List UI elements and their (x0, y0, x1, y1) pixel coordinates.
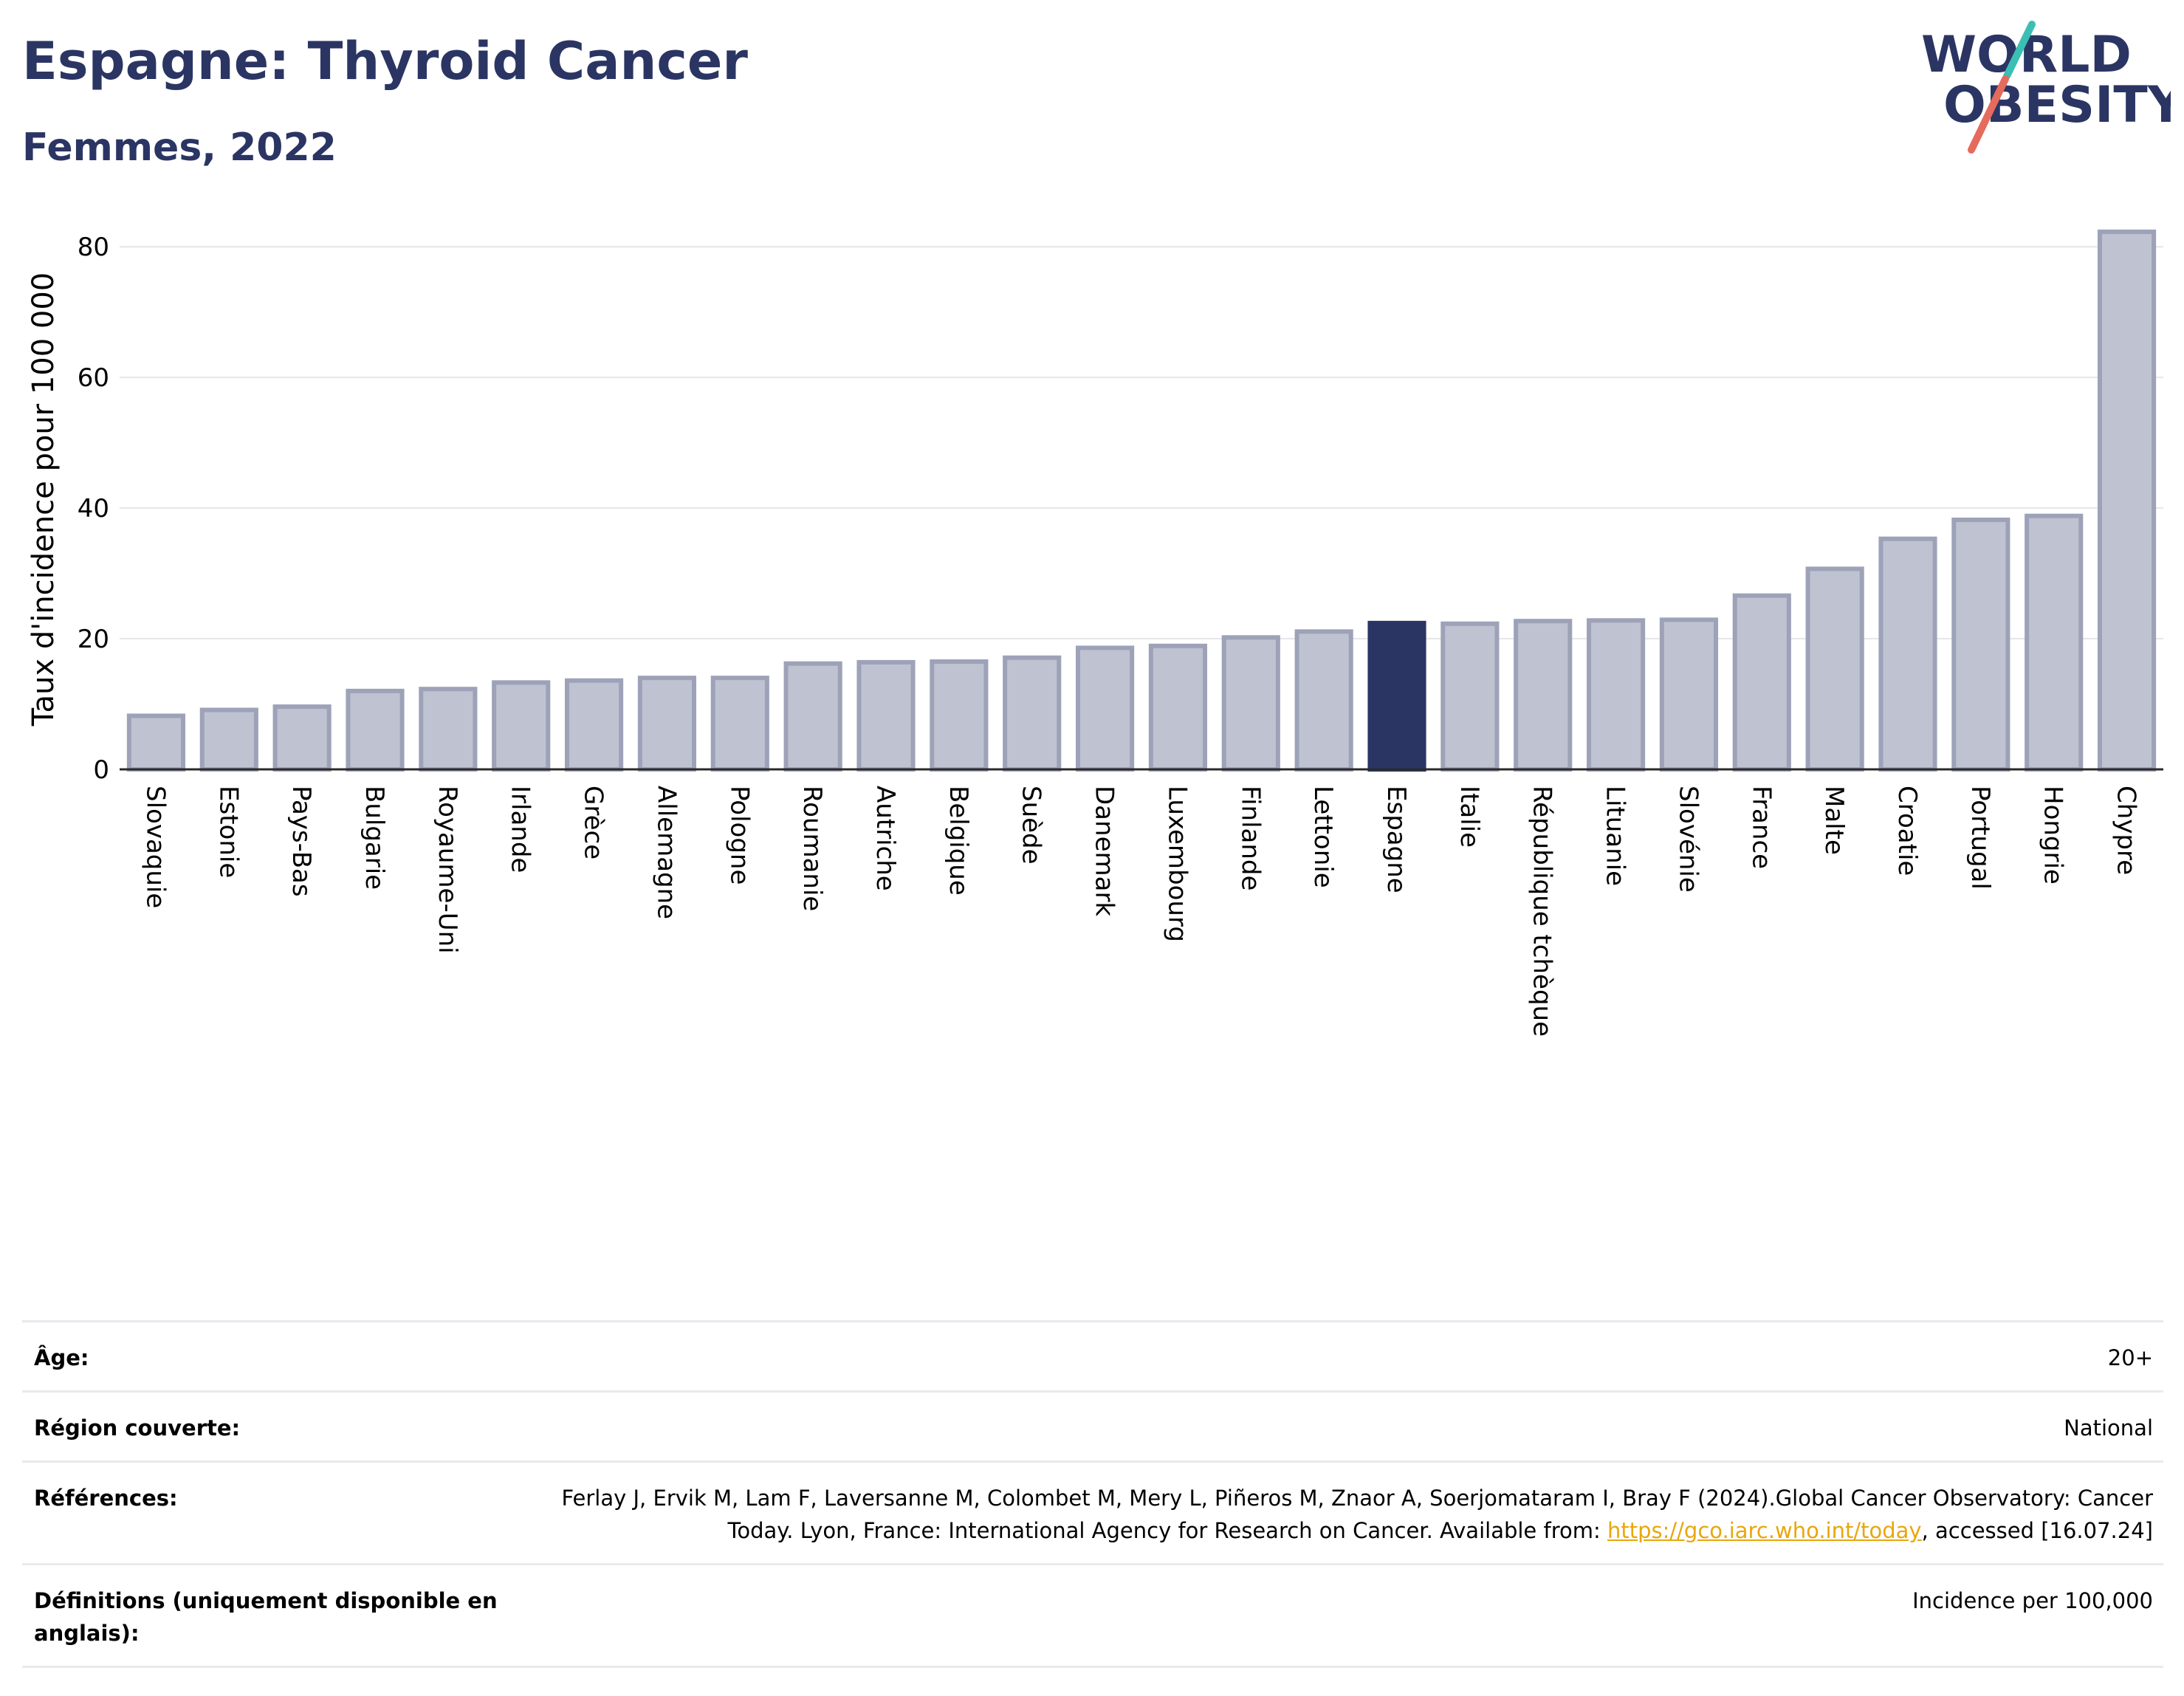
x-category-label: Lituanie (1601, 786, 1630, 886)
x-category-label: Royaume-Uni (433, 786, 462, 954)
meta-row-definitions: Définitions (uniquement disponible en an… (22, 1564, 2163, 1667)
bar (1440, 621, 1500, 772)
x-category-label: Finlande (1235, 786, 1265, 890)
bar (126, 713, 186, 772)
y-axis-title: Taux d'incidence pour 100 000 (27, 272, 61, 727)
meta-value: Ferlay J, Ervik M, Lam F, Laversanne M, … (546, 1462, 2163, 1565)
x-category-label: Slovénie (1673, 786, 1703, 893)
bar (637, 676, 697, 772)
meta-key: Définitions (uniquement disponible en an… (34, 1588, 498, 1646)
bar (856, 659, 916, 772)
meta-row-region: Région couverte: National (22, 1391, 2163, 1462)
x-category-label: Pays-Bas (286, 786, 316, 897)
meta-key: Âge: (34, 1345, 89, 1370)
x-category-label: Danemark (1090, 786, 1119, 916)
x-category-label: Luxembourg (1162, 786, 1192, 942)
bar (272, 704, 332, 772)
x-category-label: Portugal (1965, 786, 1995, 890)
x-category-label: Belgique (944, 786, 973, 896)
reference-suffix: , accessed [16.07.24] (1921, 1518, 2153, 1543)
meta-row-references: Références: Ferlay J, Ervik M, Lam F, La… (22, 1461, 2163, 1565)
x-category-label: Irlande (506, 786, 535, 873)
y-tick-label: 40 (78, 494, 109, 523)
x-category-label: Lettonie (1308, 786, 1338, 888)
bar (419, 687, 478, 772)
metadata-table: Âge: 20+ Région couverte: National Référ… (22, 1320, 2163, 1668)
x-category-label: Malte (1819, 786, 1849, 855)
x-category-label: Chypre (2112, 786, 2141, 875)
bar (1732, 593, 1791, 772)
bar (564, 678, 624, 772)
y-tick-label: 80 (78, 233, 109, 262)
x-category-label: Estonie (213, 786, 243, 878)
reference-link[interactable]: https://gco.iarc.who.int/today (1607, 1518, 1922, 1543)
bar (1659, 617, 1719, 772)
x-category-label: Suède (1017, 786, 1046, 865)
y-tick-label: 0 (93, 755, 109, 785)
world-obesity-logo: WORLD OBESITY (1921, 21, 2171, 154)
bar (1221, 635, 1280, 772)
x-category-label: Autriche (870, 786, 900, 891)
bar (2025, 513, 2084, 772)
y-tick-label: 60 (78, 363, 109, 393)
chart-subtitle: Femmes, 2022 (22, 126, 337, 170)
bar (1878, 536, 1937, 772)
x-category-label: Bulgarie (360, 786, 389, 890)
bar (199, 707, 258, 772)
meta-value: Incidence per 100,000 (1912, 1588, 2153, 1613)
x-category-label: République tchèque (1528, 786, 1557, 1037)
meta-row-age: Âge: 20+ (22, 1321, 2163, 1392)
bar (346, 688, 405, 772)
logo-slash-red (1968, 75, 2009, 154)
logo-slash-teal (2003, 21, 2036, 80)
chart-title: Espagne: Thyroid Cancer (22, 31, 748, 92)
bar (1367, 620, 1426, 772)
bar (1951, 518, 2010, 772)
bar (930, 659, 989, 772)
x-category-label: Roumanie (797, 786, 827, 911)
x-category-label: France (1746, 786, 1776, 869)
x-category-label: Espagne (1381, 786, 1411, 893)
meta-value: 20+ (2107, 1345, 2153, 1370)
bar (1075, 645, 1135, 772)
meta-value: National (2064, 1415, 2153, 1441)
x-category-label: Allemagne (651, 786, 681, 919)
bar (492, 680, 551, 772)
bar (1148, 643, 1208, 772)
x-category-label: Italie (1455, 786, 1484, 848)
x-category-label: Croatie (1892, 786, 1922, 876)
x-category-label: Slovaquie (140, 786, 170, 908)
bar-chart: 0 20 40 60 80 Taux d'incidence pour 100 000 Sl… (27, 229, 2163, 1037)
bar (783, 661, 842, 772)
meta-key: Références: (34, 1486, 178, 1511)
bar (1514, 619, 1573, 772)
bar (1586, 618, 1646, 772)
bar (2097, 229, 2157, 772)
bar (1294, 629, 1353, 772)
meta-key: Région couverte: (34, 1415, 241, 1441)
bar (710, 676, 769, 772)
x-category-label: Grèce (579, 786, 608, 859)
y-tick-label: 20 (78, 625, 109, 654)
reference-text: Ferlay J, Ervik M, Lam F, Laversanne M, … (561, 1486, 2153, 1543)
bar (1003, 655, 1062, 772)
x-category-label: Hongrie (2039, 786, 2068, 885)
bar (1805, 566, 1864, 772)
x-category-label: Pologne (724, 786, 754, 885)
